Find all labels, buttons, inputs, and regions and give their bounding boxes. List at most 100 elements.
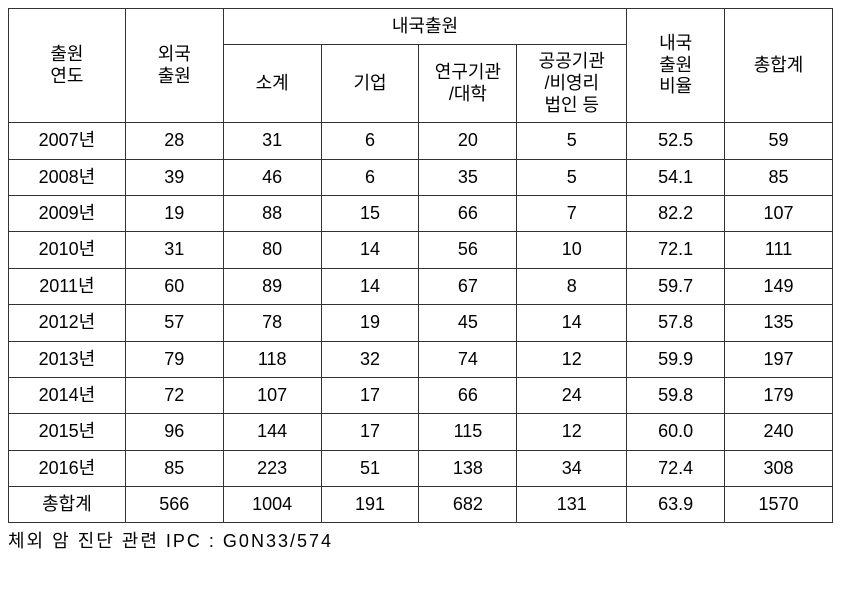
table-cell: 14: [517, 305, 627, 341]
header-foreign: 외국출원: [125, 9, 223, 123]
table-cell: 2015년: [9, 414, 126, 450]
table-cell: 59.8: [627, 377, 725, 413]
table-cell: 135: [725, 305, 833, 341]
table-row: 총합계566100419168213163.91570: [9, 487, 833, 523]
table-cell: 6: [321, 159, 419, 195]
table-cell: 682: [419, 487, 517, 523]
table-cell: 115: [419, 414, 517, 450]
table-cell: 59: [725, 123, 833, 159]
table-cell: 24: [517, 377, 627, 413]
table-cell: 223: [223, 450, 321, 486]
table-cell: 144: [223, 414, 321, 450]
table-cell: 138: [419, 450, 517, 486]
table-cell: 10: [517, 232, 627, 268]
table-cell: 56: [419, 232, 517, 268]
table-cell: 35: [419, 159, 517, 195]
table-cell: 7: [517, 195, 627, 231]
table-cell: 5: [517, 159, 627, 195]
table-row: 2012년577819451457.8135: [9, 305, 833, 341]
table-header: 출원연도 외국출원 내국출원 내국출원비율 총합계 소계 기업 연구기관/대학 …: [9, 9, 833, 123]
table-cell: 총합계: [9, 487, 126, 523]
table-cell: 2008년: [9, 159, 126, 195]
table-cell: 12: [517, 341, 627, 377]
table-cell: 74: [419, 341, 517, 377]
table-row: 2016년85223511383472.4308: [9, 450, 833, 486]
table-cell: 89: [223, 268, 321, 304]
header-domestic-group: 내국출원: [223, 9, 626, 45]
table-cell: 31: [223, 123, 321, 159]
table-cell: 240: [725, 414, 833, 450]
table-cell: 82.2: [627, 195, 725, 231]
patent-application-table: 출원연도 외국출원 내국출원 내국출원비율 총합계 소계 기업 연구기관/대학 …: [8, 8, 833, 523]
table-cell: 63.9: [627, 487, 725, 523]
table-cell: 67: [419, 268, 517, 304]
table-row: 2010년318014561072.1111: [9, 232, 833, 268]
table-cell: 566: [125, 487, 223, 523]
table-cell: 28: [125, 123, 223, 159]
table-cell: 57: [125, 305, 223, 341]
table-cell: 118: [223, 341, 321, 377]
table-cell: 197: [725, 341, 833, 377]
table-cell: 59.7: [627, 268, 725, 304]
header-company: 기업: [321, 45, 419, 123]
table-cell: 111: [725, 232, 833, 268]
table-cell: 191: [321, 487, 419, 523]
table-cell: 6: [321, 123, 419, 159]
table-cell: 80: [223, 232, 321, 268]
table-cell: 96: [125, 414, 223, 450]
table-cell: 2012년: [9, 305, 126, 341]
header-total: 총합계: [725, 9, 833, 123]
header-research: 연구기관/대학: [419, 45, 517, 123]
table-cell: 17: [321, 414, 419, 450]
table-cell: 15: [321, 195, 419, 231]
table-row: 2015년96144171151260.0240: [9, 414, 833, 450]
table-cell: 88: [223, 195, 321, 231]
table-body: 2007년2831620552.5592008년3946635554.18520…: [9, 123, 833, 523]
table-cell: 14: [321, 232, 419, 268]
header-year: 출원연도: [9, 9, 126, 123]
table-cell: 12: [517, 414, 627, 450]
table-cell: 34: [517, 450, 627, 486]
table-cell: 5: [517, 123, 627, 159]
table-cell: 85: [725, 159, 833, 195]
header-subtotal: 소계: [223, 45, 321, 123]
table-cell: 45: [419, 305, 517, 341]
table-cell: 308: [725, 450, 833, 486]
table-row: 2011년60891467859.7149: [9, 268, 833, 304]
table-cell: 31: [125, 232, 223, 268]
table-cell: 72.1: [627, 232, 725, 268]
table-cell: 51: [321, 450, 419, 486]
table-cell: 2013년: [9, 341, 126, 377]
table-cell: 1004: [223, 487, 321, 523]
table-cell: 131: [517, 487, 627, 523]
header-domestic-ratio: 내국출원비율: [627, 9, 725, 123]
table-cell: 19: [321, 305, 419, 341]
table-cell: 20: [419, 123, 517, 159]
table-cell: 60: [125, 268, 223, 304]
table-row: 2008년3946635554.185: [9, 159, 833, 195]
table-cell: 2007년: [9, 123, 126, 159]
table-cell: 78: [223, 305, 321, 341]
table-cell: 149: [725, 268, 833, 304]
table-row: 2009년19881566782.2107: [9, 195, 833, 231]
table-cell: 2014년: [9, 377, 126, 413]
table-cell: 32: [321, 341, 419, 377]
table-cell: 46: [223, 159, 321, 195]
table-cell: 72.4: [627, 450, 725, 486]
table-cell: 66: [419, 195, 517, 231]
table-cell: 107: [725, 195, 833, 231]
table-row: 2014년7210717662459.8179: [9, 377, 833, 413]
table-cell: 1570: [725, 487, 833, 523]
footnote: 체외 암 진단 관련 IPC : G0N33/574: [8, 527, 833, 553]
header-public: 공공기관/비영리법인 등: [517, 45, 627, 123]
table-cell: 54.1: [627, 159, 725, 195]
table-cell: 14: [321, 268, 419, 304]
table-cell: 79: [125, 341, 223, 377]
table-cell: 59.9: [627, 341, 725, 377]
table-cell: 85: [125, 450, 223, 486]
table-cell: 8: [517, 268, 627, 304]
table-cell: 72: [125, 377, 223, 413]
table-cell: 66: [419, 377, 517, 413]
table-cell: 57.8: [627, 305, 725, 341]
table-cell: 179: [725, 377, 833, 413]
